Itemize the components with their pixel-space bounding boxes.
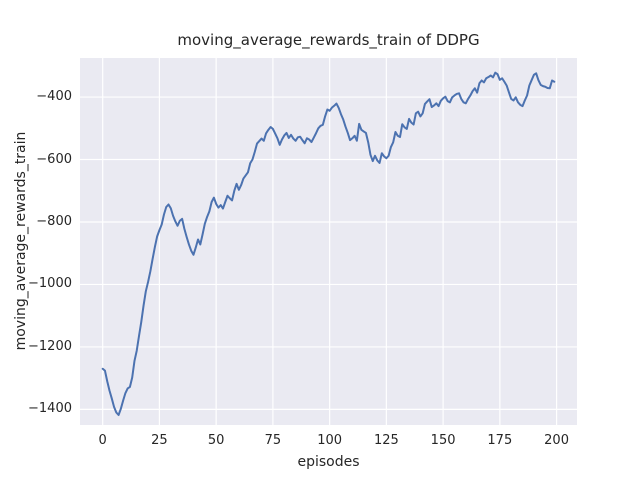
x-tick-label: 175 xyxy=(487,433,513,448)
y-tick-label: −1200 xyxy=(28,338,72,354)
x-tick-label: 100 xyxy=(317,433,343,448)
y-tick-label: −400 xyxy=(36,89,72,105)
y-tick-label: −800 xyxy=(36,213,72,229)
plot-area xyxy=(80,58,577,425)
x-tick-label: 200 xyxy=(544,433,569,448)
y-tick-label: −600 xyxy=(36,151,72,167)
x-tick-label: 0 xyxy=(98,433,107,448)
chart-title: moving_average_rewards_train of DDPG xyxy=(177,31,480,49)
y-tick-label: −1400 xyxy=(28,401,72,417)
series-line xyxy=(101,71,556,417)
y-tick-label: −1000 xyxy=(28,276,72,292)
x-tick-label: 150 xyxy=(430,433,456,448)
x-tick-label: 125 xyxy=(373,433,399,448)
x-tick-label: 25 xyxy=(151,433,168,448)
line-chart xyxy=(80,58,577,425)
x-tick-label: 75 xyxy=(264,433,282,448)
x-tick-label: 50 xyxy=(207,433,225,448)
x-axis-label: episodes xyxy=(297,454,360,470)
